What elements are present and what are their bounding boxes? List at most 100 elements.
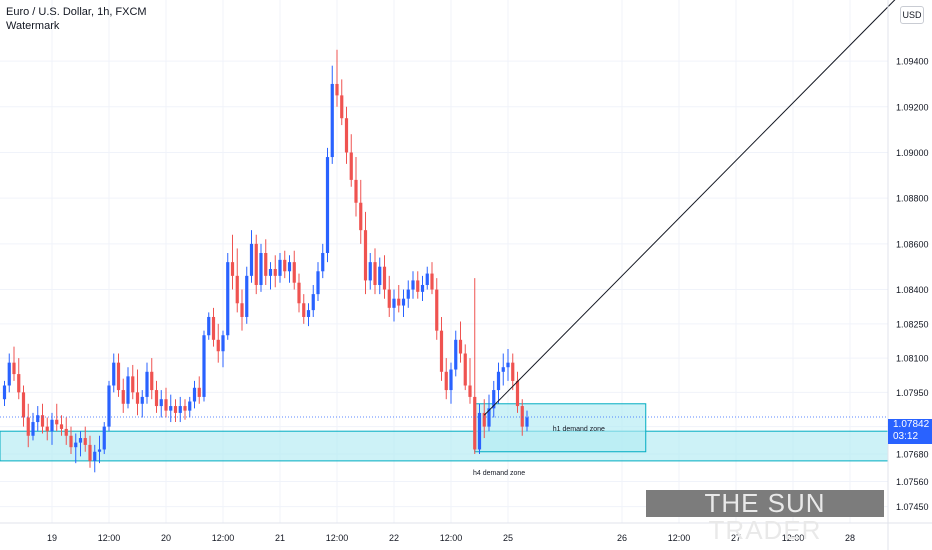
candle-body xyxy=(116,362,121,391)
currency-button[interactable]: USD xyxy=(900,6,924,24)
candle-body xyxy=(249,243,254,276)
candle-body xyxy=(463,353,467,386)
candle-body xyxy=(178,406,182,413)
candle-body xyxy=(211,316,216,340)
candle-body xyxy=(74,442,78,448)
candle-body xyxy=(183,406,187,411)
candle-body xyxy=(501,367,505,372)
candle-body xyxy=(378,266,382,285)
candle-body xyxy=(292,262,296,283)
candle-body xyxy=(230,262,235,276)
zone-label: h1 demand zone xyxy=(553,426,605,433)
y-tick-label: 1.07450 xyxy=(896,502,929,512)
y-tick-label: 1.09000 xyxy=(896,148,929,158)
last-price-value: 1.07842 xyxy=(893,419,930,430)
candle-body xyxy=(264,253,268,276)
candle-body xyxy=(435,289,439,331)
candle-body xyxy=(64,428,68,436)
candle-body xyxy=(492,390,496,409)
candle-body xyxy=(359,202,363,231)
candle-body xyxy=(401,298,406,306)
candle-body xyxy=(12,362,16,375)
candle-body xyxy=(21,392,26,418)
candle-body xyxy=(325,157,330,254)
candle-body xyxy=(169,406,173,411)
candle-body xyxy=(78,438,83,443)
zone-label: h4 demand zone xyxy=(473,470,525,477)
last-price-tag: 1.07842 03:12 xyxy=(888,419,932,444)
indicator-label[interactable]: Watermark xyxy=(6,20,60,32)
candle-body xyxy=(454,339,458,370)
candle-body xyxy=(83,438,87,445)
candle-body xyxy=(197,387,201,397)
candle-body xyxy=(283,259,287,272)
x-tick-label: 27 xyxy=(731,533,741,543)
candle-body xyxy=(477,412,482,450)
candle-body xyxy=(88,444,92,461)
y-tick-label: 1.08400 xyxy=(896,285,929,295)
candle-body xyxy=(40,415,45,427)
candle-body xyxy=(278,259,282,276)
candle-body xyxy=(36,415,40,423)
candle-body xyxy=(515,380,520,407)
y-tick-label: 1.07950 xyxy=(896,388,929,398)
demand-zone xyxy=(474,403,647,453)
y-tick-label: 1.09200 xyxy=(896,102,929,112)
candle-body xyxy=(311,294,315,311)
x-tick-label: 12:00 xyxy=(212,533,235,543)
x-tick-label: 19 xyxy=(47,533,57,543)
candle-body xyxy=(487,408,491,427)
x-tick-label: 12:00 xyxy=(782,533,805,543)
candle-body xyxy=(245,275,249,317)
candle-body xyxy=(506,362,510,368)
candle-body xyxy=(392,298,396,308)
y-tick-label: 1.08600 xyxy=(896,239,929,249)
candle-body xyxy=(482,412,486,427)
candle-body xyxy=(425,273,429,285)
candle-body xyxy=(31,422,35,436)
candle-body xyxy=(192,387,197,402)
candle-body xyxy=(259,253,263,285)
candle-body xyxy=(145,371,149,397)
y-tick-label: 1.09400 xyxy=(896,57,929,67)
candle-body xyxy=(45,426,49,432)
candle-body xyxy=(226,262,230,336)
candle-body xyxy=(306,310,311,317)
x-tick-label: 12:00 xyxy=(440,533,463,543)
candle-body xyxy=(140,396,144,404)
candle-body xyxy=(207,316,211,336)
x-tick-label: 12:00 xyxy=(326,533,349,543)
candle-body xyxy=(397,298,401,306)
candle-body xyxy=(302,303,306,317)
candle-body xyxy=(97,449,102,452)
symbol-title[interactable]: Euro / U.S. Dollar, 1h, FXCM xyxy=(6,6,147,18)
candle-body xyxy=(268,268,273,276)
candle-body xyxy=(69,435,73,448)
candle-body xyxy=(2,385,7,400)
candle-body xyxy=(17,374,21,393)
y-tick-label: 1.08800 xyxy=(896,194,929,204)
candle-body xyxy=(406,289,410,299)
candle-body xyxy=(150,371,154,391)
candle-body xyxy=(7,362,11,386)
x-tick-label: 12:00 xyxy=(98,533,121,543)
x-tick-label: 12:00 xyxy=(668,533,691,543)
bar-countdown: 03:12 xyxy=(893,431,919,442)
candle-body xyxy=(173,406,178,413)
candle-body xyxy=(55,419,59,425)
candle-body xyxy=(316,271,320,295)
x-tick-label: 26 xyxy=(617,533,627,543)
candle-body xyxy=(335,83,339,96)
candle-body xyxy=(112,362,116,386)
y-tick-label: 1.08100 xyxy=(896,354,929,364)
candle-body xyxy=(416,280,420,292)
candle-body xyxy=(520,406,524,427)
candle-body xyxy=(444,371,448,391)
candle-body xyxy=(50,419,54,432)
candle-body xyxy=(26,417,30,436)
candle-body xyxy=(468,385,472,397)
candle-body xyxy=(420,284,425,292)
candle-body xyxy=(126,376,130,404)
trend-line xyxy=(483,0,896,416)
